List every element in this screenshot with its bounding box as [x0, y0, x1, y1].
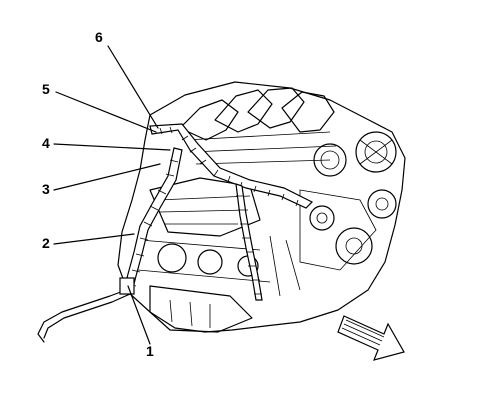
callout-4: 4 [42, 135, 50, 151]
callout-3: 3 [42, 181, 50, 197]
leader-lines [53, 45, 171, 345]
leader-line-6 [107, 45, 159, 129]
engine-block [117, 81, 406, 333]
leader-line-1 [127, 285, 151, 345]
callout-labels: 6 5 4 3 2 1 [42, 29, 154, 359]
callout-2: 2 [42, 235, 50, 251]
callout-6: 6 [95, 29, 103, 45]
front-direction-arrow-icon [337, 315, 405, 361]
leader-line-5 [55, 91, 157, 133]
leader-line-4 [53, 143, 171, 151]
callout-5: 5 [42, 81, 50, 97]
leader-line-3 [53, 163, 161, 191]
hose-assembly [37, 123, 314, 343]
callout-1: 1 [146, 343, 154, 359]
leader-line-2 [53, 233, 135, 245]
